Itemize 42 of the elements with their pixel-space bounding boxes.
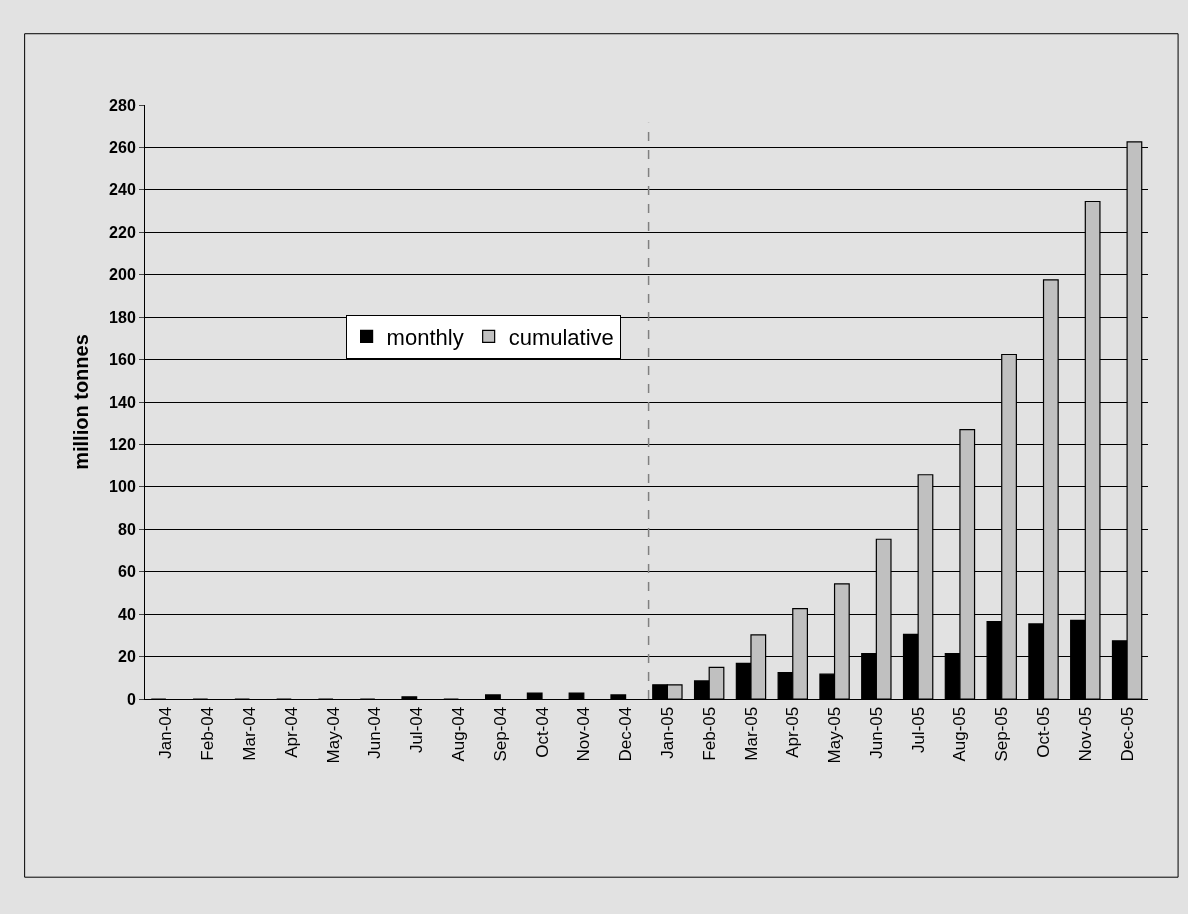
legend-label: cumulative [508, 325, 614, 351]
legend-label: monthly [386, 325, 464, 351]
y-tick-label: 180 [109, 308, 136, 326]
y-tick-label: 20 [118, 648, 136, 666]
x-tick-label: Dec-05 [1117, 706, 1137, 762]
y-tick-label: 220 [109, 223, 136, 241]
x-tick-label: Aug-05 [950, 706, 970, 762]
x-tick-label: Apr-05 [783, 706, 803, 758]
y-tick-label: 60 [118, 563, 136, 581]
x-tick-label: Oct-05 [1034, 706, 1054, 758]
x-tick-label: Aug-04 [448, 706, 468, 762]
x-tick-label: Jun-04 [365, 706, 385, 759]
x-tick-label: Feb-05 [699, 706, 719, 761]
y-tick-label: 120 [109, 436, 136, 454]
x-tick-label: Nov-04 [574, 706, 594, 762]
x-tick-label: Apr-04 [281, 706, 301, 758]
x-tick-label: Nov-05 [1075, 706, 1095, 762]
y-tick-label: 0 [126, 690, 136, 708]
x-tick-label: Jul-04 [407, 706, 427, 754]
y-axis-title: million tonnes [69, 334, 92, 470]
x-tick-label: Sep-05 [992, 706, 1012, 762]
y-tick-label: 240 [109, 181, 136, 199]
y-tick-label: 80 [118, 520, 136, 538]
x-tick-label: Jan-04 [156, 706, 176, 759]
y-tick-label: 140 [109, 393, 136, 411]
y-tick-label: 100 [109, 478, 136, 496]
x-tick-label: Dec-04 [616, 706, 636, 762]
x-tick-label: Sep-04 [490, 706, 510, 762]
x-tick-label: Mar-05 [741, 706, 761, 761]
x-tick-label: Jul-05 [908, 706, 928, 754]
y-tick-label: 280 [109, 96, 136, 114]
x-tick-label: Jan-05 [657, 706, 677, 759]
x-tick-label: Jun-05 [866, 706, 886, 759]
x-tick-label: Oct-04 [532, 706, 552, 758]
x-tick-label: Mar-04 [240, 706, 260, 761]
y-tick-label: 200 [109, 266, 136, 284]
y-tick-label: 260 [109, 139, 136, 157]
x-tick-label: Feb-04 [198, 706, 218, 761]
x-tick-label: May-04 [323, 706, 343, 764]
y-tick-label: 40 [118, 605, 136, 623]
y-tick-label: 160 [109, 351, 136, 369]
x-tick-label: May-05 [825, 706, 845, 764]
